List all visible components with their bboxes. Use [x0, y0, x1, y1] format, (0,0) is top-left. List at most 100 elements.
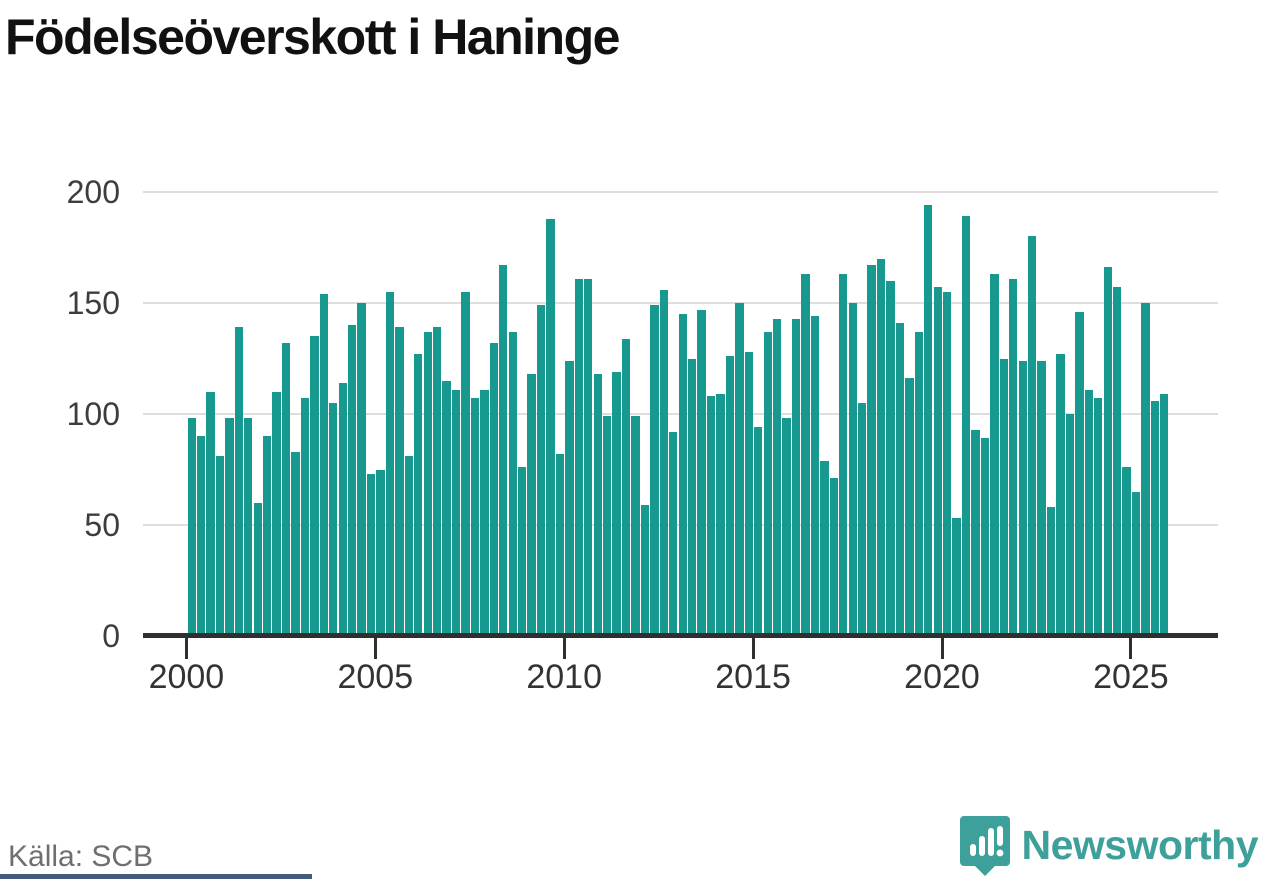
bar-2000-q53 [688, 358, 697, 636]
bar-2000-q19 [366, 473, 376, 636]
bar-2000-q92 [1056, 354, 1065, 636]
bar-2000-q87 [1009, 278, 1018, 636]
bar-2000-q39 [555, 453, 565, 636]
bar-2000-q42 [584, 278, 593, 636]
bar-2000-q1 [196, 436, 206, 636]
bar-2000-q59 [744, 351, 753, 636]
bar-2000-q70 [848, 303, 857, 636]
bar-2000-q55 [706, 396, 716, 636]
x-axis-label-2025: 2025 [1093, 658, 1169, 696]
y-axis-label-0: 0 [102, 618, 120, 654]
bar-2000-q101 [1141, 303, 1150, 636]
x-axis-tick-2025 [1129, 638, 1133, 659]
bar-2000-q90 [1037, 360, 1046, 636]
bar-2000-q18 [357, 303, 366, 636]
bar-2000-q72 [867, 265, 876, 636]
bar-2000-q77 [914, 331, 923, 636]
bar-2000-q64 [791, 318, 801, 636]
bar-2000-q4 [225, 418, 234, 636]
bar-2000-q76 [905, 378, 914, 636]
gridline-y150 [143, 302, 1218, 304]
brand-lockup: Newsworthy [958, 816, 1259, 876]
bar-2000-q32 [489, 342, 498, 636]
logo-bar-medium [978, 836, 985, 856]
bar-2000-q40 [565, 360, 574, 636]
bar-2000-q21 [385, 291, 395, 636]
bar-2000-q28 [451, 389, 461, 636]
bar-2000-q44 [603, 416, 612, 636]
bar-2000-q96 [1094, 398, 1103, 636]
bar-2000-q82 [961, 216, 971, 636]
bar-2000-q35 [518, 467, 527, 636]
bar-2000-q31 [480, 389, 489, 636]
bar-2000-q43 [593, 374, 602, 636]
logo-exclamation-stem [996, 826, 1003, 846]
bar-2000-q97 [1103, 267, 1112, 636]
bar-2000-q93 [1065, 414, 1075, 636]
logo-exclamation-dot [996, 849, 1003, 857]
bar-2000-q78 [924, 205, 933, 636]
bar-2000-q5 [234, 327, 243, 636]
gridline-y200 [143, 191, 1218, 193]
bar-2000-q11 [291, 451, 300, 636]
bar-2000-q52 [678, 314, 687, 636]
bar-2000-q73 [876, 258, 886, 636]
bar-2000-q33 [499, 265, 508, 636]
bar-2000-q10 [281, 342, 291, 636]
bar-2000-q66 [810, 316, 820, 636]
y-axis-label-200: 200 [66, 174, 120, 210]
bar-2000-q46 [621, 338, 631, 636]
bar-2000-q41 [574, 278, 583, 636]
bar-2000-q79 [933, 287, 942, 636]
brand-wordmark: Newsworthy [1021, 822, 1259, 868]
x-axis-tick-2020 [940, 638, 944, 659]
bar-2000-q6 [244, 418, 253, 636]
bar-2000-q94 [1075, 311, 1084, 636]
bar-2000-q89 [1027, 236, 1037, 636]
bar-2000-q83 [971, 429, 980, 636]
bar-2000-q50 [659, 289, 668, 636]
bar-2000-q3 [215, 456, 225, 636]
bar-2000-q14 [319, 294, 328, 636]
bar-2000-q48 [640, 505, 650, 636]
bar-2000-q24 [414, 354, 423, 636]
x-axis-label-2000: 2000 [148, 658, 225, 696]
bar-2000-q86 [999, 358, 1008, 636]
bar-2000-q60 [754, 427, 763, 636]
bar-2000-q100 [1131, 491, 1141, 636]
bar-2000-q95 [1084, 389, 1093, 636]
y-axis-label-150: 150 [66, 285, 120, 321]
bar-2000-q63 [782, 418, 791, 636]
bar-2000-q29 [461, 291, 470, 636]
bar-2000-q38 [546, 218, 555, 636]
bar-2000-q36 [527, 374, 536, 636]
bar-2000-q99 [1122, 467, 1131, 636]
bar-2000-q8 [263, 436, 272, 636]
bar-2000-q45 [612, 371, 621, 636]
x-axis-label-2005: 2005 [337, 658, 414, 696]
bar-2000-q23 [404, 456, 413, 636]
bar-2000-q49 [650, 305, 659, 636]
logo-bar-small [969, 844, 976, 856]
x-axis-label-2010: 2010 [526, 658, 602, 696]
bar-2000-q27 [442, 380, 451, 636]
newsworthy-logo-icon [959, 816, 1010, 876]
bar-2000-q30 [470, 398, 480, 636]
bar-2000-q61 [763, 331, 772, 636]
bar-2000-q51 [669, 431, 678, 636]
bar-2000-q26 [433, 327, 442, 636]
bar-2000-q22 [395, 327, 404, 636]
bar-2000-q84 [980, 438, 990, 636]
bar-2000-q88 [1018, 360, 1027, 636]
bar-2000-q15 [329, 402, 338, 636]
x-axis-tick-2000 [184, 638, 188, 659]
bar-2000-q20 [376, 469, 385, 636]
x-axis-tick-2010 [562, 638, 566, 659]
chart-title: Födelseöverskott i Haninge [5, 9, 620, 65]
x-axis-line [143, 633, 1218, 638]
bar-2000-q71 [858, 402, 867, 636]
bar-2000-q56 [716, 394, 725, 636]
bar-2000-q16 [338, 382, 347, 636]
